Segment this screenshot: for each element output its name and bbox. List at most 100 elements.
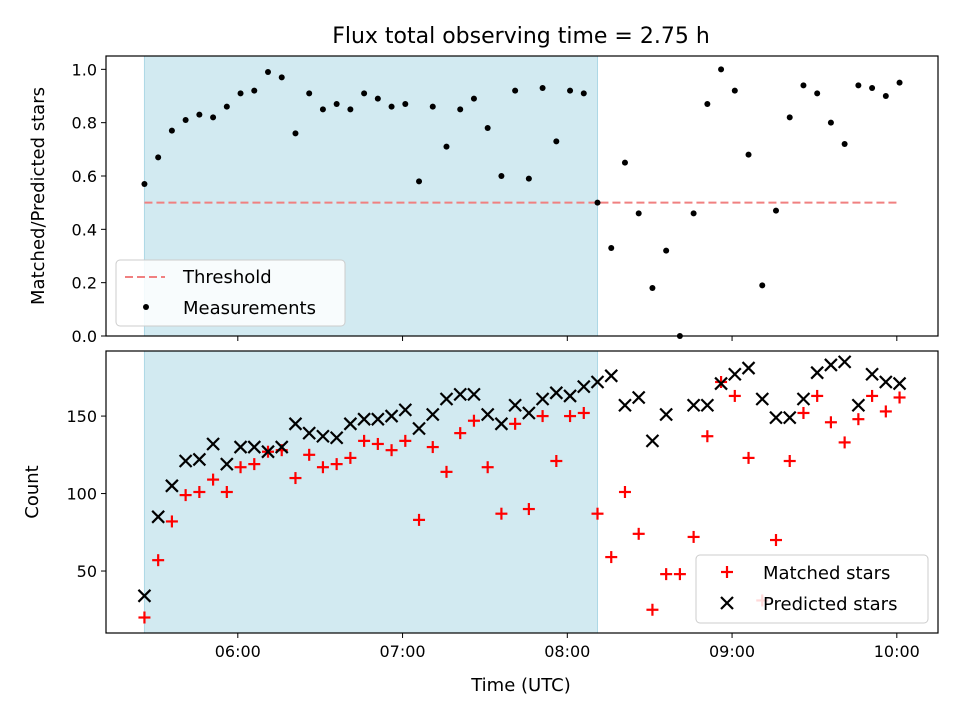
measurement-point (704, 101, 711, 107)
matched-star-point (866, 389, 879, 402)
matched-star-point (303, 448, 316, 461)
matched-star-point (193, 486, 206, 498)
measurement-point (649, 285, 656, 291)
matched-star-point (495, 507, 508, 520)
ratio-panel-frame (105, 55, 939, 337)
matched-star-point (701, 430, 714, 443)
measurement-point (416, 178, 423, 185)
count-y-tick-label: 100 (66, 485, 97, 504)
ratio-legend-box (115, 259, 346, 327)
measurement-point (237, 90, 244, 97)
matched-star-point (742, 451, 755, 464)
predicted-star-point (508, 398, 522, 413)
predicted-star-point (439, 392, 454, 406)
x-tick-label: 08:00 (544, 642, 590, 661)
matched-star-point (467, 414, 480, 427)
predicted-star-point (604, 369, 619, 383)
predicted-star-point (659, 407, 673, 422)
predicted-star-point (453, 387, 467, 402)
measurement-point (333, 101, 340, 107)
predicted-star-point (206, 437, 220, 451)
ratio-y-tick-label: 0.4 (72, 220, 97, 239)
measurement-point (265, 69, 272, 75)
measurement-point (361, 90, 368, 97)
measurement-point (539, 85, 546, 91)
matched-star-point (316, 461, 329, 474)
matched-star-point (811, 389, 824, 402)
predicted-star-point (151, 510, 165, 524)
matched-star-point (481, 461, 494, 474)
predicted-star-point (178, 454, 193, 468)
matched-star-point (893, 391, 906, 404)
predicted-star-point (384, 409, 399, 423)
x-tick-label: 07:00 (379, 642, 425, 661)
matched-star-point (618, 486, 631, 498)
measurement-point (594, 199, 601, 206)
predicted-star-point (398, 403, 413, 417)
matched-star-point (632, 527, 645, 540)
measurement-point (155, 154, 162, 161)
count-y-axis-label: Count (22, 465, 43, 518)
predicted-star-point (480, 407, 495, 422)
predicted-star-point (357, 412, 371, 426)
predicted-star-point (577, 379, 591, 394)
matched-star-point (536, 410, 549, 423)
measurement-point (319, 106, 326, 113)
matched-star-point (138, 611, 151, 624)
matched-star-point (207, 473, 220, 486)
measurement-point (841, 141, 848, 147)
measurement-point (621, 159, 628, 166)
measurement-point (470, 95, 477, 102)
x-tick-label: 06:00 (215, 642, 261, 661)
predicted-star-point (755, 392, 770, 406)
matched-star-point (605, 551, 618, 564)
measurement-point (580, 90, 587, 97)
measurement-point (608, 245, 615, 251)
predicted-star-point (522, 406, 536, 420)
predicted-star-point (467, 387, 481, 402)
measurement-point (278, 74, 285, 81)
predicted-star-point (824, 358, 838, 372)
measurement-point (525, 175, 532, 182)
measurement-point (827, 119, 834, 126)
measurement-point (800, 82, 807, 89)
predicted-star-point (851, 398, 866, 413)
predicted-star-point (165, 479, 179, 493)
matched-star-point (440, 465, 453, 478)
predicted-star-point (590, 375, 605, 389)
matched-star-point (399, 434, 412, 447)
measurement-point (141, 181, 148, 187)
measurement-point (567, 87, 574, 94)
predicted-star-point (631, 390, 646, 405)
predicted-star-point (137, 589, 152, 603)
legend-threshold-label: Threshold (182, 267, 272, 288)
predicted-star-point (769, 410, 783, 425)
predicted-star-point (494, 417, 509, 431)
predicted-star-point (728, 367, 742, 382)
matched-star-point (591, 507, 604, 520)
matched-star-point (797, 406, 810, 419)
matched-star-point (248, 458, 261, 471)
measurement-point (512, 87, 519, 94)
measurement-point (553, 138, 560, 145)
predicted-star-point (796, 392, 811, 406)
matched-star-point (413, 513, 426, 526)
matched-star-point (673, 568, 686, 581)
matched-star-point (179, 489, 192, 502)
measurement-point (786, 114, 793, 121)
measurement-point (498, 173, 505, 179)
count-panel-frame (105, 350, 939, 634)
matched-star-point (522, 503, 535, 516)
count-legend-box (695, 554, 929, 624)
legend-measurements-swatch (143, 304, 149, 310)
count-y-tick-label: 50 (77, 562, 97, 581)
predicted-star-point (865, 367, 879, 382)
predicted-star-point (782, 410, 797, 425)
matched-star-point (165, 515, 178, 528)
predicted-star-point (700, 398, 715, 413)
predicted-star-point (412, 421, 426, 436)
measurement-point (223, 103, 230, 110)
matched-star-point (220, 486, 233, 498)
measurement-point (869, 85, 876, 91)
